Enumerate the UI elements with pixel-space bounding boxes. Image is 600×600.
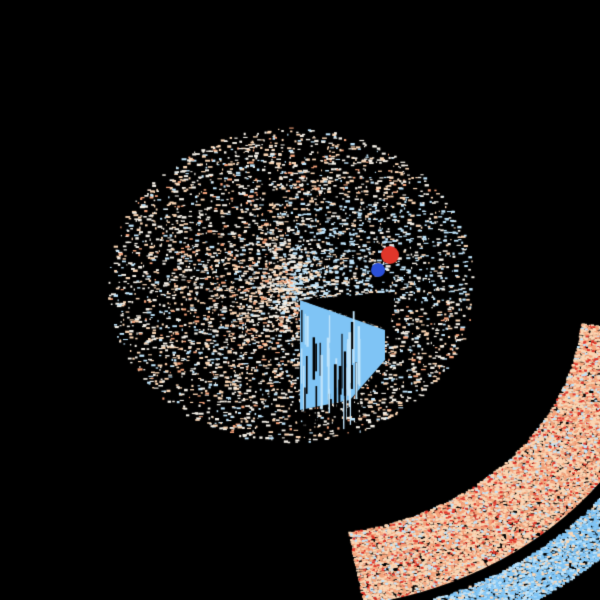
radar-canvas: [0, 0, 600, 600]
radar-velocity-image: [0, 0, 600, 600]
